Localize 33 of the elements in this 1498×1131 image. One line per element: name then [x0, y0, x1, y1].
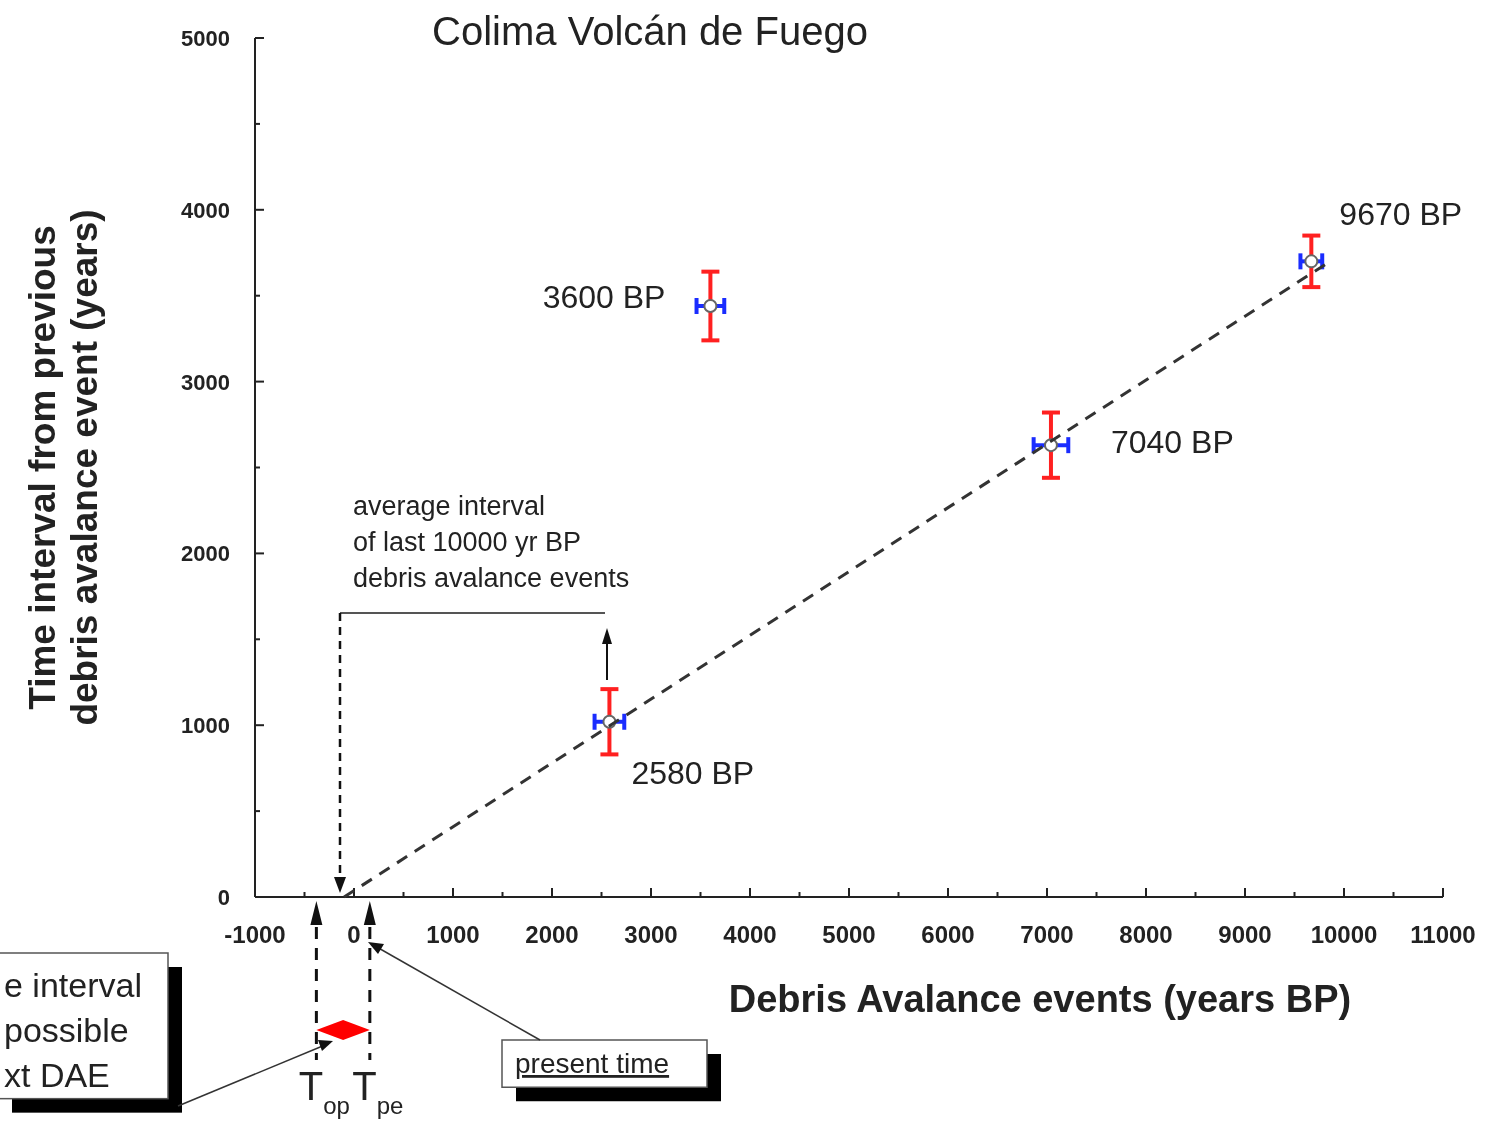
- y-tick-label: 2000: [181, 541, 230, 567]
- x-tick-label: 1000: [426, 921, 480, 948]
- point: [1304, 254, 1319, 269]
- x-tick-label: 0: [347, 921, 361, 948]
- text: e interval possible xt DAE: [4, 966, 142, 1095]
- y-tick-label: 4000: [181, 197, 230, 223]
- x-tick-label: 5000: [822, 921, 876, 948]
- annotation: 3600 BP: [542, 279, 666, 316]
- annotation: average interval of last 10000 yr BP debris avalance events: [353, 491, 630, 593]
- y-tick-label: 0: [217, 885, 230, 910]
- ref-line-label: T$_{op}$: [298, 1064, 350, 1119]
- y-tick-label: 3000: [181, 369, 230, 395]
- x-tick-label: 4000: [723, 921, 777, 948]
- point: [703, 299, 718, 314]
- x-tick-label: 2000: [525, 921, 579, 948]
- x-tick-label: -1000: [224, 921, 286, 948]
- text: present time: [515, 1048, 670, 1079]
- x-tick-label: 3000: [624, 921, 678, 948]
- x-tick-label: 9000: [1218, 921, 1272, 948]
- x-tick-label: 6000: [921, 921, 975, 948]
- annotation: 7040 BP: [1110, 424, 1234, 461]
- x-axis-title: Debris Avalance events (years BP): [728, 978, 1352, 1020]
- x-tick-label: 7000: [1020, 921, 1074, 948]
- y-tick-label: 1000: [181, 713, 230, 739]
- annotation: 2580 BP: [631, 754, 755, 791]
- chart-title: Colima Volcán de Fuego: [432, 9, 868, 53]
- x-tick-label: 8000: [1119, 921, 1173, 948]
- y-tick-label: 5000: [181, 26, 230, 51]
- ref-line-label: T$_{pe}$: [352, 1064, 404, 1119]
- annotation: 9670 BP: [1339, 196, 1463, 233]
- x-tick-label: 10000: [1310, 921, 1378, 948]
- x-tick-label: 11000: [1410, 921, 1476, 948]
- y-axis-title: Time interval from previous debris avalance event (years): [22, 209, 105, 726]
